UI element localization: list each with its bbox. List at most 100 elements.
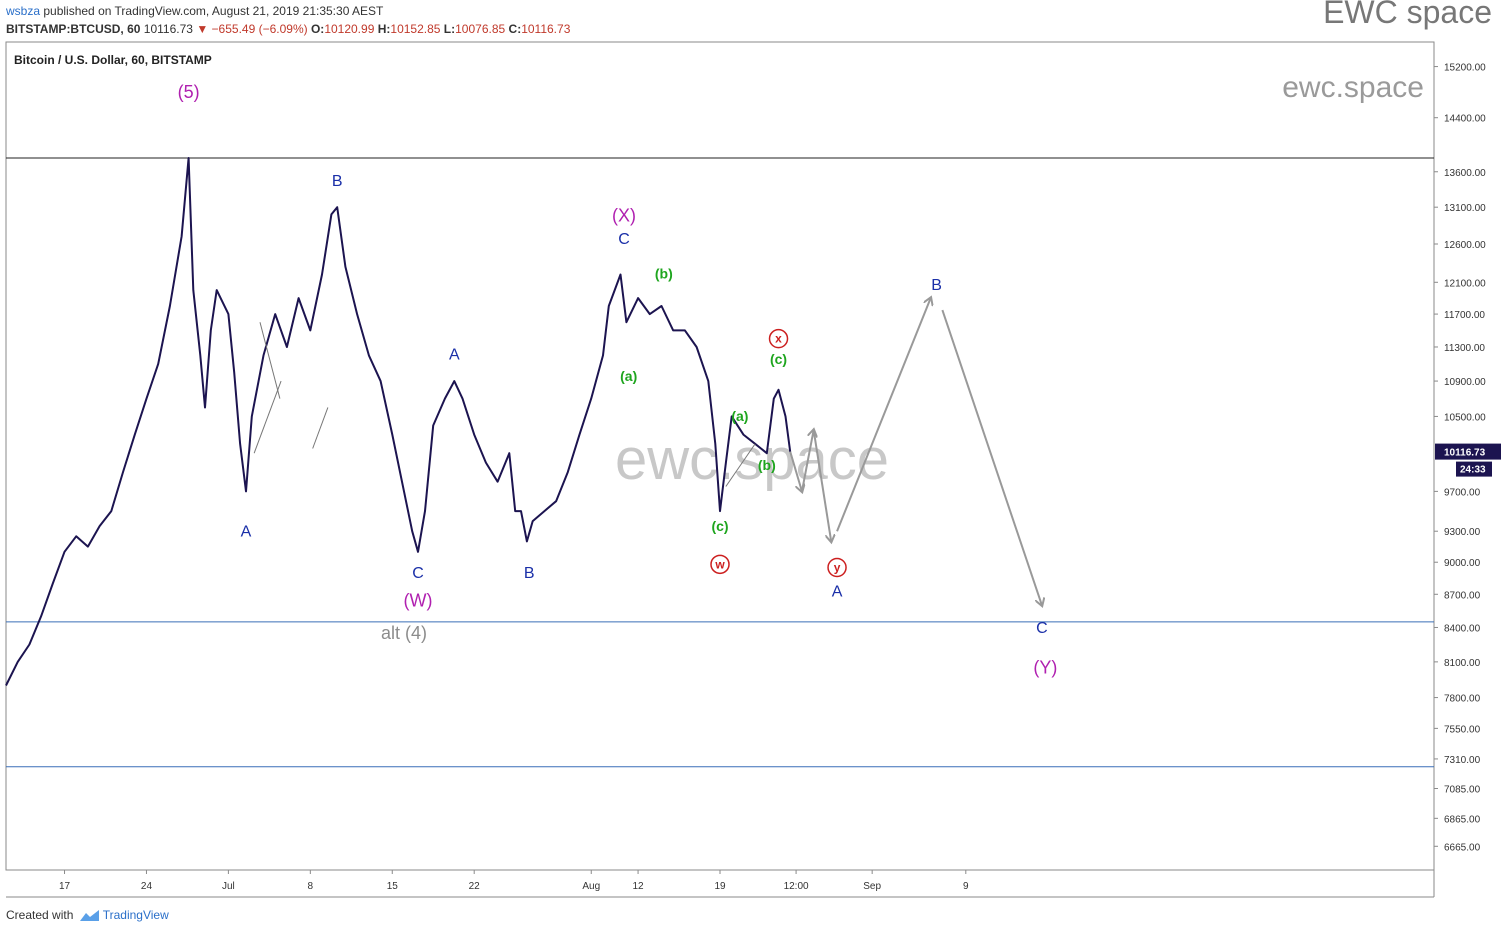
tradingview-link[interactable]: TradingView (102, 908, 169, 922)
y-tick-label: 10500.00 (1444, 412, 1486, 423)
y-tick-label: 8700.00 (1444, 590, 1481, 601)
y-tick-label: 13600.00 (1444, 168, 1486, 179)
publisher-link[interactable]: wsbza (6, 4, 41, 18)
wave-labels: (5) B A A C (W) alt (4) B (X) C (b) (a) (a) (b) (c) (c)… (178, 82, 1058, 677)
wave-label: C (618, 231, 630, 248)
y-tick-label: 8400.00 (1444, 623, 1481, 634)
trendlines (253, 322, 756, 487)
current-price-label: 10116.73 (1444, 448, 1486, 459)
y-tick-label: 12100.00 (1444, 278, 1486, 289)
center-watermark: ewc.space (615, 427, 889, 492)
wave-label: (5) (178, 82, 200, 102)
x-tick-label: 15 (387, 881, 399, 892)
circle-label: y (834, 560, 841, 574)
circle-label-ring (827, 557, 847, 578)
high-label: H: (377, 22, 391, 36)
y-tick-label: 7310.00 (1444, 755, 1481, 766)
wave-label: (b) (758, 457, 776, 473)
ohlc-bar: BITSTAMP:BTCUSD, 60 10116.73 ▼ −655.49 (… (6, 22, 570, 36)
y-tick-label: 6865.00 (1444, 814, 1481, 825)
y-tick-label: 7085.00 (1444, 784, 1481, 795)
wave-label: alt (4) (381, 623, 427, 643)
circle-label: x (775, 332, 782, 346)
circle-label-ring (768, 328, 789, 349)
price-series (5, 157, 792, 686)
projection-arrow (800, 430, 814, 492)
x-tick-label: 24 (141, 881, 153, 892)
projection-arrow (812, 429, 832, 541)
price-axis: 15200.00 14400.00 13600.00 13100.00 12600.00… (1434, 63, 1486, 853)
low-label: L: (443, 22, 456, 36)
wave-label: (c) (770, 351, 787, 367)
trendline (253, 380, 282, 454)
y-tick-label: 14400.00 (1444, 114, 1486, 125)
x-tick-label: 8 (308, 881, 314, 892)
x-tick-label: 22 (469, 881, 481, 892)
wave-label: (a) (731, 408, 748, 424)
y-tick-label: 15200.00 (1444, 63, 1486, 74)
price-line (5, 157, 792, 686)
trendline (725, 443, 756, 487)
time-axis: 17 24 Jul 8 15 22 Aug 12 19 12:00 Sep 9 (59, 870, 969, 892)
trendline (259, 322, 281, 399)
wave-label: C (1036, 620, 1048, 637)
footer: Created with TradingView (6, 908, 169, 923)
projection-path (789, 298, 1042, 605)
chart-title: Bitcoin / U.S. Dollar, 60, BITSTAMP (14, 53, 212, 67)
x-tick-label: 12:00 (784, 881, 809, 892)
last-price: 10116.73 (143, 22, 193, 36)
wave-label: (X) (612, 206, 636, 226)
trendline (312, 407, 329, 449)
x-tick-label: 9 (963, 881, 969, 892)
y-tick-label: 6665.00 (1444, 842, 1481, 853)
low-value: 10076.85 (455, 22, 506, 36)
y-tick-label: 11700.00 (1444, 310, 1485, 321)
x-tick-label: Sep (863, 881, 881, 892)
wave-label: (c) (711, 518, 728, 534)
y-tick-label: 7550.00 (1444, 724, 1481, 735)
x-tick-label: Jul (222, 881, 235, 892)
publish-info: wsbza published on TradingView.com, Augu… (6, 4, 383, 18)
countdown-label: 24:33 (1460, 465, 1486, 476)
y-tick-label: 11300.00 (1444, 343, 1485, 354)
price-tag: 10116.73 24:33 (1435, 443, 1501, 477)
wave-label: B (332, 173, 343, 190)
down-arrow-icon: ▼ (196, 22, 209, 36)
wave-label: (a) (620, 368, 637, 384)
wave-label: A (241, 523, 252, 540)
projection-arrow (789, 451, 802, 492)
circle-label-ring (710, 554, 730, 575)
x-tick-label: 19 (714, 881, 726, 892)
wave-label: A (832, 583, 843, 600)
y-tick-label: 7800.00 (1444, 694, 1481, 705)
change-value: −655.49 (−6.09%) (211, 22, 308, 36)
brand-title: EWC space (1323, 0, 1492, 30)
close-label: C: (508, 22, 522, 36)
y-tick-label: 9000.00 (1444, 558, 1481, 569)
y-tick-label: 9700.00 (1444, 487, 1481, 498)
y-tick-label: 9300.00 (1444, 527, 1481, 538)
wave-label: B (524, 565, 535, 582)
close-value: 10116.73 (521, 22, 571, 36)
projection-arrow (941, 309, 1041, 605)
x-tick-label: 17 (59, 881, 71, 892)
y-tick-label: 10900.00 (1444, 377, 1486, 388)
x-tick-label: Aug (582, 881, 600, 892)
countdown-box (1456, 461, 1492, 477)
y-tick-label: 8100.00 (1444, 658, 1481, 669)
high-value: 10152.85 (390, 22, 441, 36)
symbol-label: BITSTAMP:BTCUSD, 60 (6, 22, 141, 36)
created-with-label: Created with (6, 908, 74, 922)
y-tick-label: 12600.00 (1444, 240, 1486, 251)
wave-label: (W) (404, 590, 433, 610)
wave-label: A (449, 347, 460, 364)
wave-label: B (931, 277, 942, 294)
projection-arrow (836, 298, 931, 532)
current-price-box (1435, 443, 1501, 460)
wave-label: C (412, 565, 424, 582)
corner-watermark: ewc.space (1282, 71, 1424, 104)
tradingview-logo-icon (79, 909, 99, 921)
wave-label: (Y) (1033, 658, 1057, 678)
y-tick-label: 13100.00 (1444, 203, 1486, 214)
